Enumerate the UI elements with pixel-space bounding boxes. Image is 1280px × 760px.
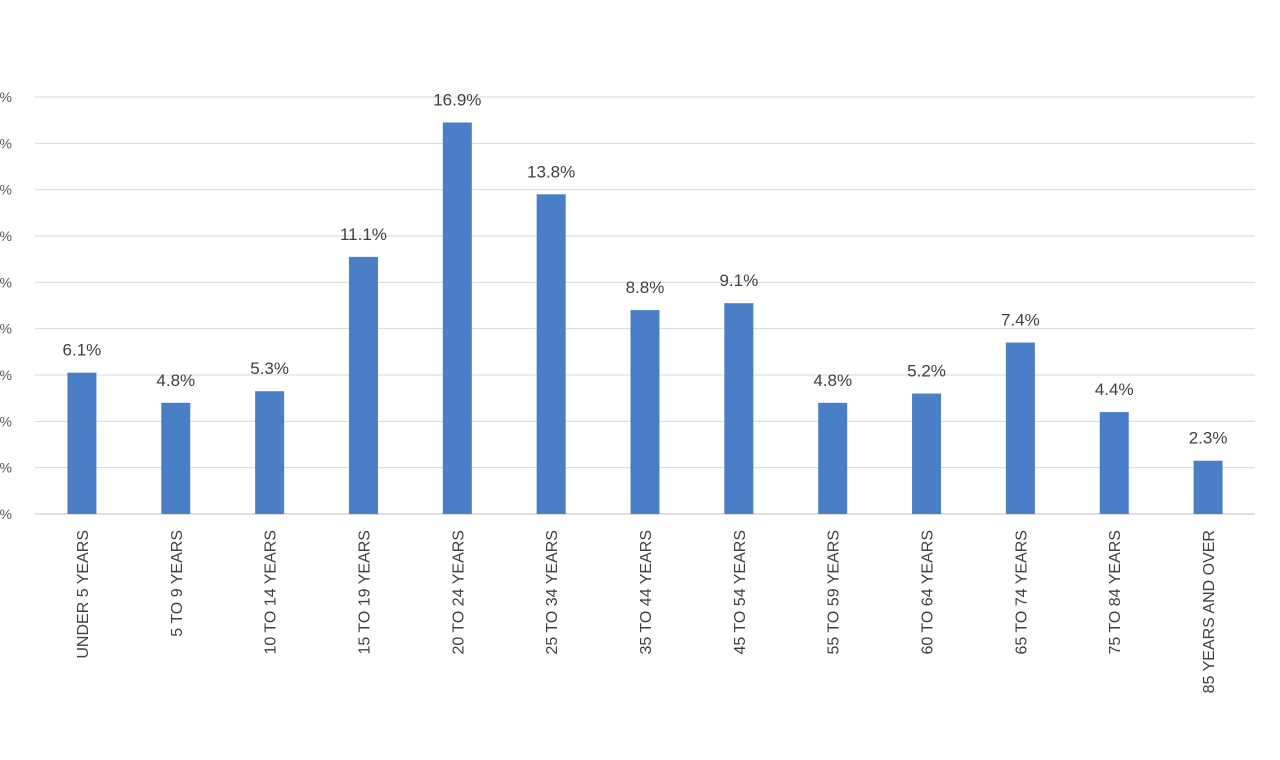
bar [724, 303, 754, 514]
x-tick-label: 35 TO 44 YEARS [638, 530, 655, 655]
data-label: 6.1% [63, 341, 102, 360]
bar [536, 194, 566, 515]
data-labels: 6.1% 4.8% 5.3% 11.1% 16.9% 13.8% 8.8% 9.1% 4.8% 5… [63, 90, 1228, 447]
y-tick-label: % [0, 228, 12, 244]
data-label: 2.3% [1189, 429, 1228, 448]
bar [255, 391, 285, 514]
bars [67, 122, 1223, 515]
y-tick-label: % [0, 460, 12, 476]
bar [348, 256, 378, 514]
data-label: 9.1% [719, 271, 758, 290]
bar [1193, 460, 1223, 514]
data-label: 7.4% [1001, 311, 1040, 330]
y-tick-label: % [0, 182, 12, 198]
data-label: 5.2% [907, 362, 946, 381]
x-tick-label: 25 TO 34 YEARS [544, 530, 561, 655]
data-label: 4.8% [813, 371, 852, 390]
bar [1005, 342, 1035, 514]
bar [818, 402, 848, 514]
y-tick-label: % [0, 506, 12, 522]
x-tick-label: 15 TO 19 YEARS [356, 530, 373, 655]
bar [67, 372, 97, 514]
x-tick-label: 85 YEARS AND OVER [1201, 530, 1218, 693]
y-tick-label: % [0, 367, 12, 383]
data-label: 13.8% [527, 162, 575, 181]
bar [161, 402, 191, 514]
bar [912, 393, 942, 514]
y-tick-label: % [0, 274, 12, 290]
y-tick-label: % [0, 413, 12, 429]
y-axis-tick-labels: %%%%%%%%%% [0, 89, 12, 522]
x-tick-label: 45 TO 54 YEARS [732, 530, 749, 655]
data-label: 8.8% [626, 278, 665, 297]
bar [1099, 412, 1129, 514]
bar [442, 122, 472, 514]
x-tick-label: 5 TO 9 YEARS [169, 530, 186, 637]
y-tick-label: % [0, 135, 12, 151]
data-label: 5.3% [250, 359, 289, 378]
bar [630, 310, 660, 514]
data-label: 11.1% [340, 225, 387, 244]
x-tick-label: 10 TO 14 YEARS [263, 530, 280, 655]
x-tick-label: 20 TO 24 YEARS [450, 530, 467, 655]
x-axis-tick-labels: UNDER 5 YEARS 5 TO 9 YEARS 10 TO 14 YEARS 1… [75, 530, 1218, 693]
data-label: 4.4% [1095, 380, 1134, 399]
data-label: 16.9% [433, 90, 481, 109]
y-tick-label: % [0, 321, 12, 337]
x-tick-label: 60 TO 64 YEARS [920, 530, 937, 655]
x-tick-label: 65 TO 74 YEARS [1013, 530, 1030, 655]
x-tick-label: UNDER 5 YEARS [75, 530, 92, 659]
x-tick-label: 75 TO 84 YEARS [1107, 530, 1124, 655]
y-tick-label: % [0, 89, 12, 105]
data-label: 4.8% [156, 371, 195, 390]
x-tick-label: 55 TO 59 YEARS [826, 530, 843, 655]
